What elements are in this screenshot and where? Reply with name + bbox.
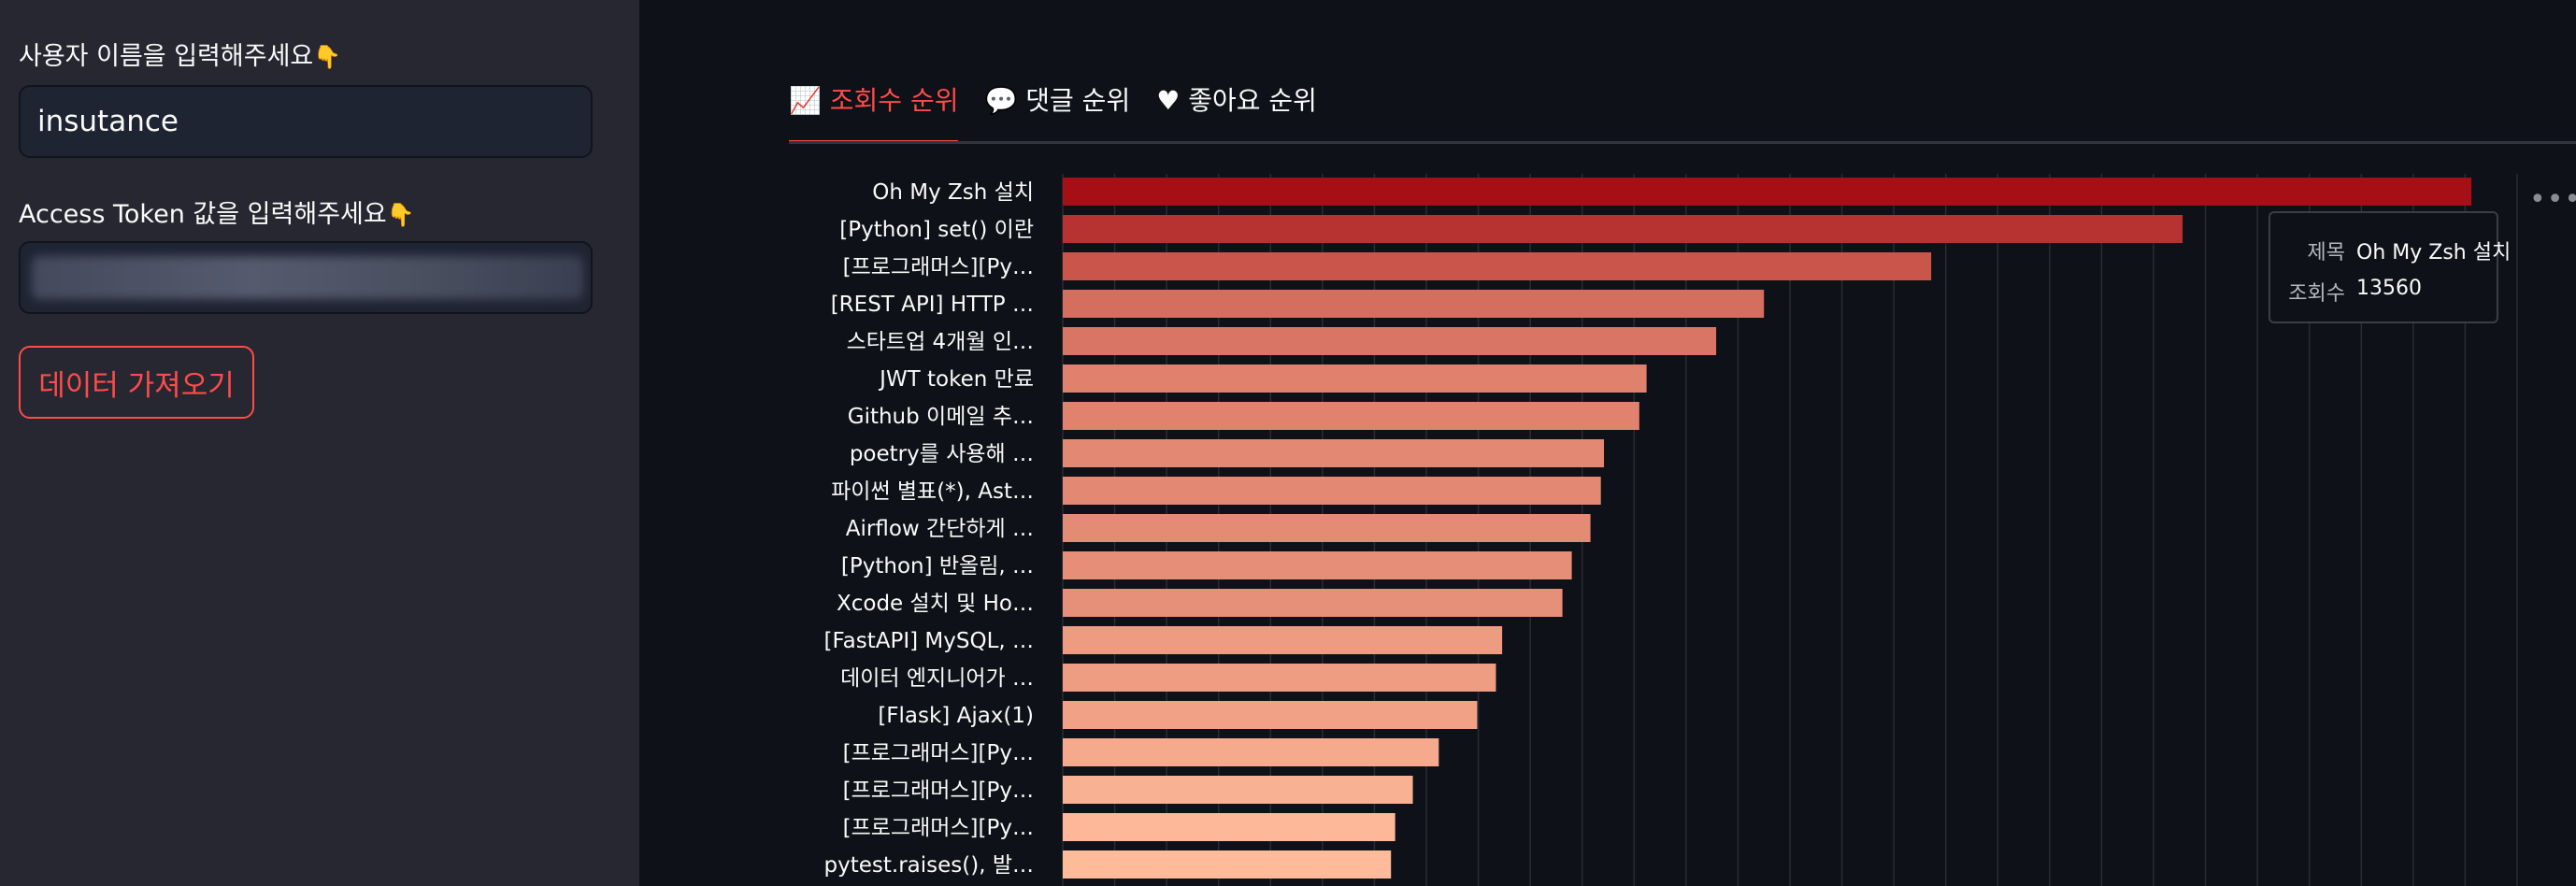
bar[interactable] [1063, 252, 1932, 280]
bar[interactable] [1063, 701, 1478, 729]
category-label: Github 이메일 추… [848, 405, 1034, 429]
bar[interactable] [1063, 738, 1439, 766]
tooltip-views-value: 13560 [2356, 277, 2422, 300]
bar[interactable] [1063, 850, 1392, 879]
chart-icon: 📈 [789, 85, 822, 116]
pointing-down-icon: 👇 [386, 202, 415, 228]
bar[interactable] [1063, 327, 1717, 355]
redacted-token [32, 256, 583, 299]
category-label: 데이터 엔지니어가 … [840, 666, 1034, 691]
pointing-down-icon: 👇 [313, 44, 342, 70]
bar[interactable] [1063, 364, 1647, 393]
bar[interactable] [1063, 439, 1605, 467]
bar[interactable] [1063, 514, 1591, 542]
tab-comments[interactable]: 💬 댓글 순위 [984, 85, 1131, 116]
category-label: [Flask] Ajax(1) [878, 704, 1034, 728]
bar[interactable] [1063, 551, 1572, 579]
tooltip-views-key: 조회수 [2288, 282, 2345, 306]
token-label: Access Token 값을 입력해주세요👇 [19, 200, 415, 229]
category-label: [프로그래머스][Py… [843, 255, 1034, 279]
bar[interactable] [1063, 664, 1496, 692]
tooltip-title-key: 제목 [2307, 241, 2345, 264]
bar[interactable] [1063, 477, 1601, 505]
category-label: Oh My Zsh 설치 [872, 180, 1034, 205]
username-label: 사용자 이름을 입력해주세요👇 [19, 42, 342, 71]
category-label: pytest.raises(), 발… [824, 853, 1034, 878]
category-label: Xcode 설치 및 Ho… [837, 592, 1034, 616]
chart-tabs: 📈 조회수 순위 💬 댓글 순위 ♥ 좋아요 순위 [789, 80, 1317, 144]
category-label: poetry를 사용해 … [850, 442, 1034, 466]
category-label: [프로그래머스][Py… [843, 816, 1034, 840]
tab-views[interactable]: 📈 조회수 순위 [789, 80, 959, 144]
category-label: [프로그래머스][Py… [843, 741, 1034, 765]
category-label: Airflow 간단하게 … [846, 517, 1034, 541]
tab-likes[interactable]: ♥ 좋아요 순위 [1156, 85, 1317, 116]
category-label: [Python] 반올림, … [841, 554, 1034, 579]
bar[interactable] [1063, 626, 1503, 654]
tooltip-title-value: Oh My Zsh 설치 [2356, 241, 2512, 264]
category-label: JWT token 만료 [878, 367, 1034, 392]
tab-divider [789, 141, 2576, 144]
category-label: [Python] set() 이란 [839, 218, 1034, 242]
heart-icon: ♥ [1156, 85, 1181, 116]
category-label: 스타트업 4개월 인… [847, 330, 1034, 354]
bar[interactable] [1063, 215, 2183, 243]
token-input[interactable] [19, 241, 593, 314]
bar[interactable] [1063, 813, 1395, 841]
sidebar: 사용자 이름을 입력해주세요👇 Access Token 값을 입력해주세요👇 … [0, 0, 639, 886]
bar[interactable] [1063, 776, 1413, 804]
more-options-icon[interactable]: ••• [2529, 183, 2576, 216]
username-input[interactable] [19, 85, 593, 158]
bar[interactable] [1063, 178, 2472, 206]
chart-tooltip: 제목 Oh My Zsh 설치 조회수 13560 [2268, 211, 2511, 323]
bar[interactable] [1063, 402, 1639, 430]
category-label: [FastAPI] MySQL, … [824, 629, 1034, 653]
bar[interactable] [1063, 290, 1765, 318]
category-label: [REST API] HTTP … [831, 293, 1034, 317]
fetch-data-button[interactable]: 데이터 가져오기 [19, 346, 254, 419]
speech-bubble-icon: 💬 [984, 85, 1018, 116]
bar[interactable] [1063, 589, 1563, 617]
category-label: 파이썬 별표(*), Ast… [831, 479, 1034, 504]
category-label: [프로그래머스][Py… [843, 779, 1034, 803]
